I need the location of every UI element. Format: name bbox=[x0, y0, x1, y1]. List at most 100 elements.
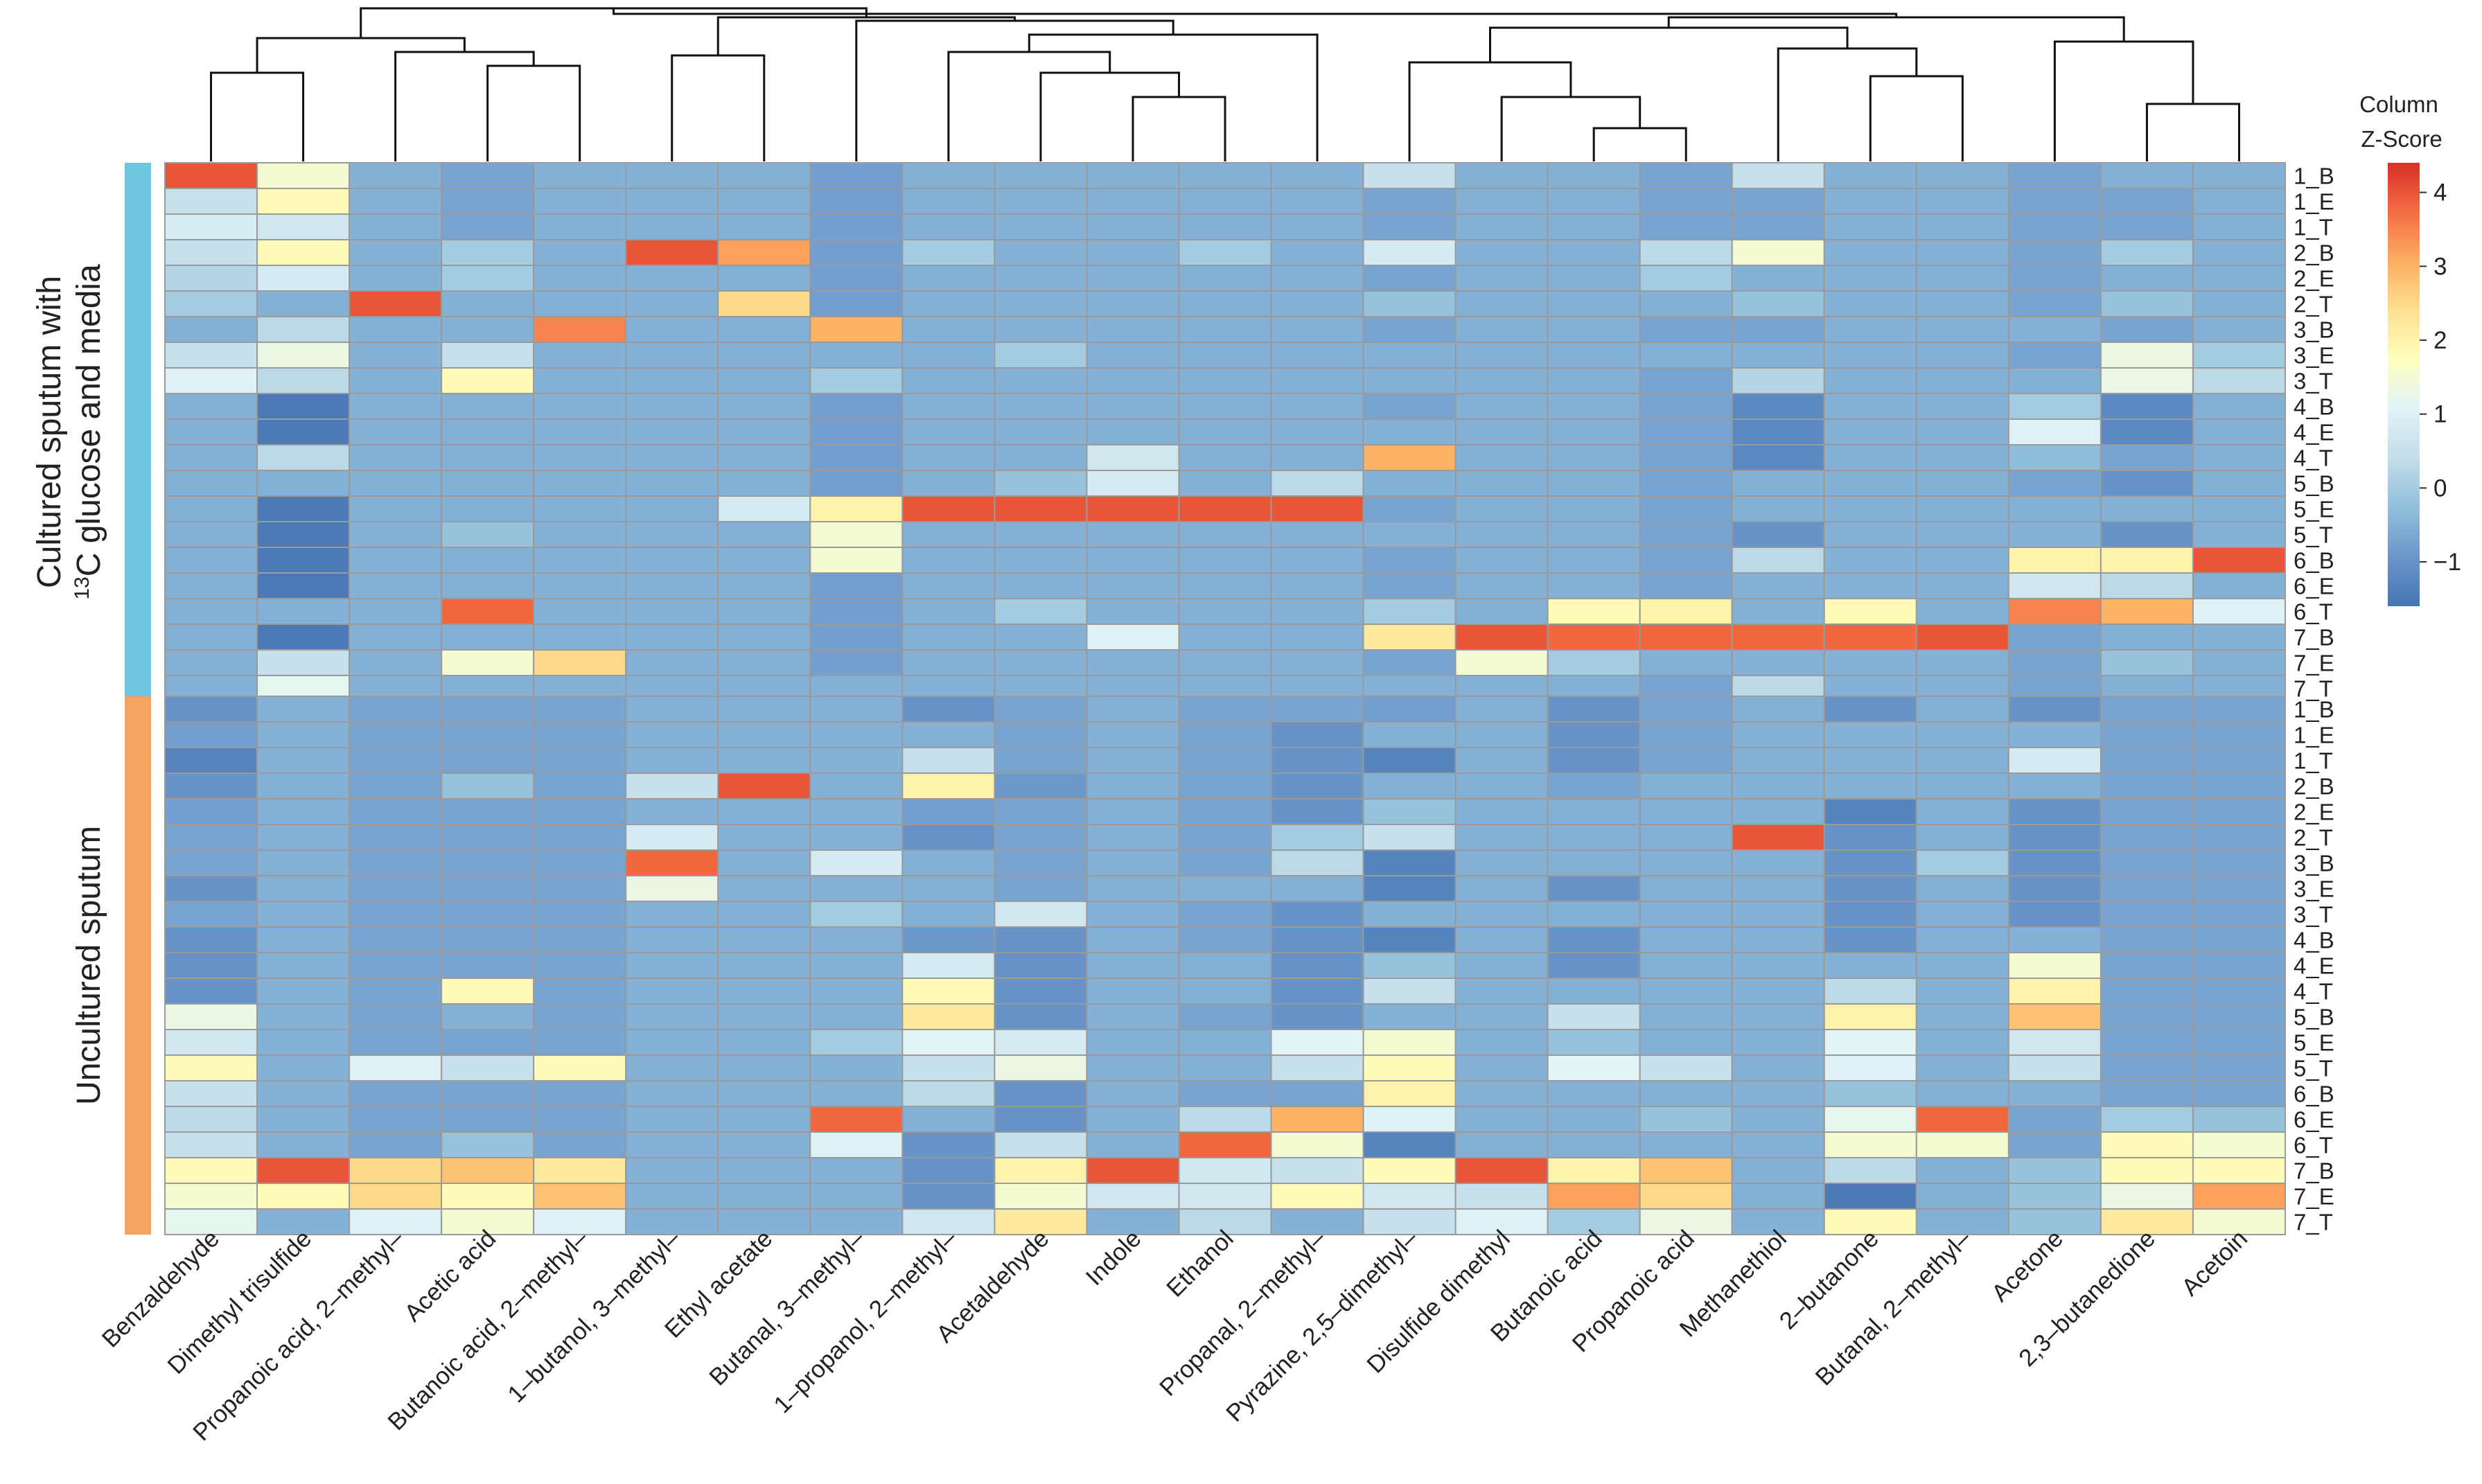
heatmap-cell bbox=[1547, 1183, 1641, 1210]
heatmap-cell bbox=[625, 721, 719, 748]
heatmap-cell bbox=[1547, 798, 1641, 825]
heatmap-cell bbox=[809, 875, 904, 902]
heatmap-cell bbox=[1547, 901, 1641, 928]
heatmap-cell bbox=[1178, 470, 1272, 497]
heatmap-cell bbox=[349, 798, 443, 825]
heatmap-cell bbox=[1270, 367, 1364, 394]
heatmap-cell bbox=[625, 1106, 719, 1133]
heatmap-cell bbox=[1547, 978, 1641, 1005]
heatmap-cell bbox=[1454, 239, 1549, 266]
heatmap-cell bbox=[1639, 470, 1733, 497]
heatmap-cell bbox=[2192, 824, 2287, 851]
heatmap-cell bbox=[533, 162, 627, 189]
heatmap-cell bbox=[1823, 624, 1917, 651]
heatmap-cell bbox=[1086, 649, 1180, 676]
heatmap-cell bbox=[901, 188, 996, 215]
dendrogram-branch bbox=[2053, 40, 2194, 161]
heatmap-cell bbox=[2100, 265, 2194, 292]
heatmap-cell bbox=[2100, 798, 2194, 825]
heatmap-cell bbox=[1731, 798, 1825, 825]
heatmap-cell bbox=[1915, 696, 2009, 723]
heatmap-cell bbox=[1639, 696, 1733, 723]
heatmap-cell bbox=[1178, 598, 1272, 625]
dendrogram-branch bbox=[613, 8, 1898, 17]
heatmap-cell bbox=[1454, 547, 1549, 574]
heatmap-cell bbox=[1362, 952, 1456, 979]
colorbar-legend: Column Z-Score 4 3 2 1 0 −1 bbox=[2359, 91, 2461, 606]
heatmap-cell bbox=[994, 1131, 1088, 1158]
heatmap-cell bbox=[901, 521, 996, 548]
heatmap-cell bbox=[1547, 1106, 1641, 1133]
heatmap-cell bbox=[625, 696, 719, 723]
heatmap-cell bbox=[1915, 1080, 2009, 1107]
heatmap-cell bbox=[1547, 495, 1641, 522]
heatmap-cell bbox=[901, 649, 996, 676]
heatmap-cell bbox=[256, 696, 351, 723]
colorbar-tick-label: 2 bbox=[2433, 327, 2447, 354]
heatmap-cell bbox=[1547, 1131, 1641, 1158]
heatmap-cell bbox=[809, 521, 904, 548]
heatmap-cell bbox=[994, 901, 1088, 928]
heatmap-cell bbox=[994, 470, 1088, 497]
row-label: 5_B bbox=[2294, 1005, 2334, 1030]
heatmap-cell bbox=[1454, 901, 1549, 928]
heatmap-cell bbox=[1915, 1106, 2009, 1133]
heatmap-cell bbox=[1639, 901, 1733, 928]
heatmap-cell bbox=[2192, 290, 2287, 317]
heatmap-cell bbox=[901, 393, 996, 420]
heatmap-cell bbox=[1362, 547, 1456, 574]
heatmap-cell bbox=[349, 521, 443, 548]
heatmap-cell bbox=[256, 188, 351, 215]
heatmap-cell bbox=[1086, 875, 1180, 902]
heatmap-cell bbox=[349, 978, 443, 1005]
heatmap-cell bbox=[349, 290, 443, 317]
heatmap-cell bbox=[1823, 1029, 1917, 1056]
row-label: 3_B bbox=[2294, 317, 2334, 343]
heatmap-cell bbox=[1915, 367, 2009, 394]
heatmap-cell bbox=[809, 418, 904, 445]
heatmap-cell bbox=[1731, 696, 1825, 723]
heatmap-cell bbox=[2007, 978, 2102, 1005]
heatmap-cell bbox=[1362, 316, 1456, 343]
heatmap-cell bbox=[901, 470, 996, 497]
row-label: 7_E bbox=[2294, 1184, 2334, 1210]
heatmap-cell bbox=[1823, 901, 1917, 928]
heatmap-cell bbox=[2007, 624, 2102, 651]
heatmap-cell bbox=[1915, 1131, 2009, 1158]
heatmap-cell bbox=[349, 1106, 443, 1133]
heatmap-cell bbox=[1915, 470, 2009, 497]
heatmap-cell bbox=[1454, 696, 1549, 723]
heatmap-cell bbox=[717, 239, 811, 266]
heatmap-cell bbox=[809, 1183, 904, 1210]
heatmap-cell bbox=[994, 495, 1088, 522]
heatmap-cell bbox=[901, 1183, 996, 1210]
dendrogram-branch bbox=[210, 71, 305, 161]
heatmap-cell bbox=[1270, 875, 1364, 902]
heatmap-cell bbox=[349, 624, 443, 651]
heatmap-cell bbox=[1362, 1003, 1456, 1030]
heatmap-cell bbox=[1086, 1080, 1180, 1107]
heatmap-cell bbox=[2192, 875, 2287, 902]
heatmap-cell bbox=[625, 1183, 719, 1210]
heatmap-cell bbox=[1086, 1183, 1180, 1210]
heatmap-cell bbox=[1270, 290, 1364, 317]
heatmap-cell bbox=[2192, 1003, 2287, 1030]
heatmap-cell bbox=[1086, 188, 1180, 215]
heatmap-cell bbox=[349, 188, 443, 215]
heatmap-cell bbox=[1086, 342, 1180, 369]
heatmap-cell bbox=[2100, 418, 2194, 445]
heatmap-cell bbox=[2192, 316, 2287, 343]
heatmap-cell bbox=[256, 444, 351, 471]
heatmap-cell bbox=[809, 798, 904, 825]
heatmap-cell bbox=[1362, 470, 1456, 497]
heatmap-cell bbox=[994, 239, 1088, 266]
heatmap-cell bbox=[1915, 798, 2009, 825]
heatmap-cell bbox=[1454, 624, 1549, 651]
heatmap-cell bbox=[1454, 572, 1549, 599]
heatmap-cell bbox=[1639, 1080, 1733, 1107]
heatmap-cell bbox=[809, 188, 904, 215]
colorbar-title-line1: Column bbox=[2359, 91, 2438, 117]
heatmap-cell bbox=[256, 952, 351, 979]
heatmap-cell bbox=[533, 290, 627, 317]
